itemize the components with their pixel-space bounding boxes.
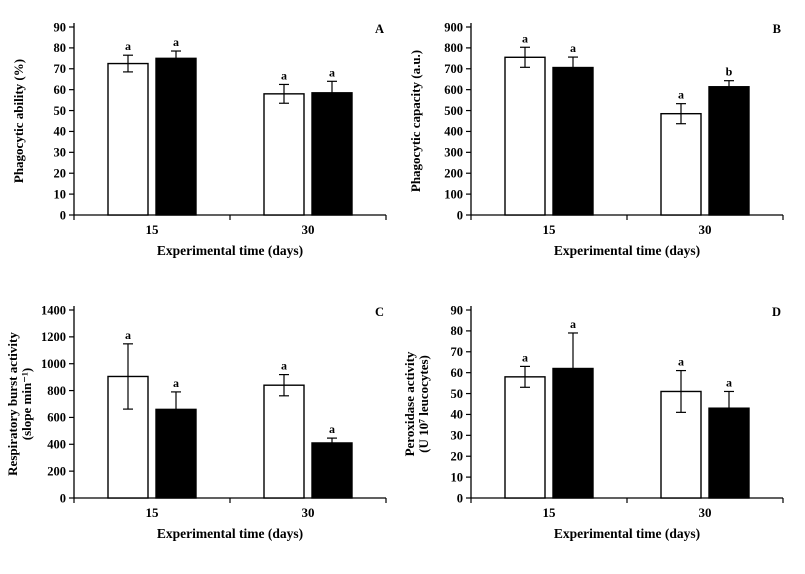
- y-tick-label: 200: [444, 167, 463, 181]
- chart-panel-D: 0 10 20 30 40 50 60 70 80 90 15 a a 30 a a Experimental …: [402, 296, 797, 561]
- y-tick-label: 900: [444, 20, 463, 34]
- bar-black: [708, 86, 750, 216]
- y-tick-label: 20: [54, 167, 67, 181]
- panel-letter: A: [375, 22, 384, 36]
- y-tick-label: 100: [444, 187, 463, 201]
- bar-black: [552, 66, 594, 216]
- x-tick-label: 30: [698, 505, 711, 520]
- sig-letter: a: [281, 359, 287, 373]
- sig-letter: a: [570, 317, 576, 331]
- sig-letter: a: [522, 350, 528, 364]
- sig-letter: a: [125, 39, 131, 53]
- y-tick-label: 400: [48, 438, 67, 452]
- y-tick-label: 500: [444, 104, 463, 118]
- panel-letter: C: [375, 305, 384, 319]
- y-tick-label: 600: [444, 83, 463, 97]
- y-axis-label: Phagocytic ability (%): [11, 59, 26, 183]
- y-tick-label: 50: [450, 387, 463, 401]
- sig-letter: a: [678, 88, 684, 102]
- y-tick-label: 30: [54, 146, 67, 160]
- bar-black: [155, 57, 197, 216]
- sig-letter: a: [281, 68, 287, 82]
- x-axis-label: Experimental time (days): [157, 526, 303, 541]
- y-tick-label: 70: [450, 345, 463, 359]
- panel-letter: D: [772, 305, 781, 319]
- bar-black: [311, 92, 353, 216]
- x-tick-label: 15: [146, 222, 160, 237]
- y-tick-label: 1000: [41, 357, 66, 371]
- y-tick-label: 70: [54, 62, 67, 76]
- y-tick-label: 0: [60, 491, 66, 505]
- y-tick-label: 10: [54, 187, 67, 201]
- y-tick-label: 200: [48, 464, 67, 478]
- x-tick-label: 15: [542, 505, 556, 520]
- bar-white: [660, 112, 702, 216]
- bar-chart-phagocytic-capacity: 0 100 200 300 400 500 600 700 800 900 15 a a 30 a b Expe…: [408, 20, 784, 258]
- sig-letter: a: [678, 355, 684, 369]
- y-tick-label: 20: [450, 450, 463, 464]
- sig-letter: a: [125, 328, 131, 342]
- y-tick-label: 0: [60, 208, 66, 222]
- y-tick-label: 0: [457, 208, 463, 222]
- y-tick-label: 50: [54, 104, 67, 118]
- sig-letter: a: [522, 31, 528, 45]
- sig-letter: b: [725, 65, 732, 79]
- y-tick-label: 300: [444, 146, 463, 160]
- bar-white: [504, 376, 546, 499]
- y-tick-label: 1400: [41, 303, 66, 317]
- y-tick-label: 400: [444, 125, 463, 139]
- sig-letter: a: [570, 41, 576, 55]
- sig-letter: a: [329, 65, 335, 79]
- x-axis-label: Experimental time (days): [554, 243, 700, 258]
- x-tick-label: 15: [542, 222, 556, 237]
- y-tick-label: 60: [54, 83, 67, 97]
- sig-letter: a: [329, 422, 335, 436]
- sig-letter: a: [173, 35, 179, 49]
- y-tick-label: 30: [450, 429, 463, 443]
- chart-panel-B: 0 100 200 300 400 500 600 700 800 900 15 a a 30 a b Expe…: [405, 13, 797, 278]
- y-tick-label: 800: [444, 41, 463, 55]
- x-tick-label: 30: [302, 222, 315, 237]
- x-axis-label: Experimental time (days): [554, 526, 700, 541]
- y-tick-label: 1200: [41, 330, 66, 344]
- chart-panel-C: 0 200 400 600 800 1000 1200 1400 15 a a 30 a a Experim…: [5, 296, 400, 561]
- y-tick-label: 90: [54, 20, 67, 34]
- y-tick-label: 700: [444, 62, 463, 76]
- y-tick-label: 80: [54, 41, 67, 55]
- bar-white: [107, 62, 149, 216]
- y-axis-label: Respiratory burst activity: [8, 332, 20, 476]
- bar-chart-respiratory-burst: 0 200 400 600 800 1000 1200 1400 15 a a 30 a a Experim…: [5, 303, 387, 541]
- x-tick-label: 15: [146, 505, 160, 520]
- bar-white: [263, 384, 305, 499]
- bar-chart-peroxidase-activity: 0 10 20 30 40 50 60 70 80 90 15 a a 30 a a Experimental …: [402, 303, 784, 541]
- y-axis-label: (U 10⁷ leucocytes): [416, 355, 431, 453]
- bar-white: [263, 93, 305, 216]
- y-axis-label: Phagocytic capacity (a.u.): [408, 50, 423, 192]
- y-tick-label: 10: [450, 470, 463, 484]
- y-tick-label: 0: [457, 491, 463, 505]
- bar-white: [504, 56, 546, 216]
- y-tick-label: 40: [450, 408, 463, 422]
- y-tick-label: 40: [54, 125, 67, 139]
- y-tick-label: 90: [450, 303, 463, 317]
- bar-black: [311, 442, 353, 499]
- x-tick-label: 30: [302, 505, 315, 520]
- y-tick-label: 800: [48, 384, 67, 398]
- y-axis-label: (slope min⁻¹): [19, 368, 34, 441]
- sig-letter: a: [726, 375, 732, 389]
- chart-panel-A: 0 10 20 30 40 50 60 70 80 90 15 a a 30 a a Experimental …: [8, 13, 400, 278]
- x-axis-label: Experimental time (days): [157, 243, 303, 258]
- y-tick-label: 60: [450, 366, 463, 380]
- sig-letter: a: [173, 376, 179, 390]
- bar-chart-phagocytic-ability: 0 10 20 30 40 50 60 70 80 90 15 a a 30 a a Experimental …: [11, 20, 387, 258]
- panel-letter: B: [772, 22, 780, 36]
- x-tick-label: 30: [698, 222, 711, 237]
- y-tick-label: 80: [450, 324, 463, 338]
- y-axis-label: Peroxidase activity: [405, 351, 417, 456]
- y-tick-label: 600: [48, 411, 67, 425]
